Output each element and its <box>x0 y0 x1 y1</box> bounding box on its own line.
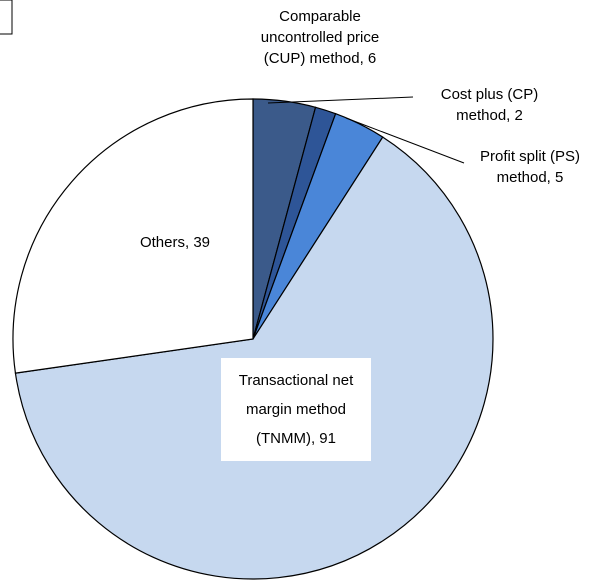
slice-label: Transactional net margin method (TNMM), … <box>221 358 371 461</box>
slice-label: Others, 39 <box>139 234 211 251</box>
leader-line <box>345 117 465 164</box>
slice-label: Profit split (PS) method, 5 <box>479 148 581 186</box>
pie-slice <box>12 98 254 374</box>
leader-line <box>267 96 414 104</box>
slice-label: Comparable uncontrolled price (CUP) meth… <box>260 8 380 67</box>
frame-corner <box>0 0 13 35</box>
slice-label: Cost plus (CP) method, 2 <box>440 86 539 124</box>
